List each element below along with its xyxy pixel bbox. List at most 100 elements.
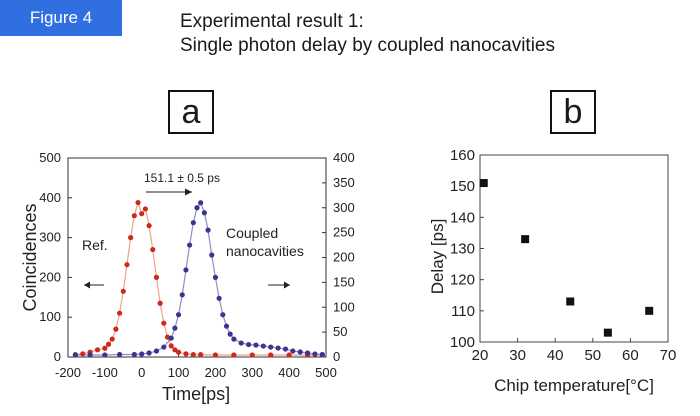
series-coupled-point [227, 331, 233, 337]
series-ref-point [102, 345, 108, 351]
series-delay-point [645, 306, 654, 315]
series-ref-point [157, 300, 163, 306]
plot-a-xtick-label: 500 [315, 365, 337, 380]
plot-a-y2tick-label: 200 [333, 250, 355, 265]
figure-label: Figure 4 [0, 0, 122, 36]
series-coupled-point [175, 312, 182, 318]
series-coupled-point [253, 342, 259, 348]
series-ref-point [183, 351, 189, 357]
plot-a-xtick-label: -200 [55, 365, 81, 380]
series-coupled-point [297, 349, 303, 355]
series-coupled-point [268, 344, 274, 350]
series-coupled-point [231, 336, 237, 342]
series-ref-point [139, 211, 145, 217]
series-ref-point [124, 262, 130, 268]
series-delay-point [521, 235, 530, 244]
series-coupled-point [209, 252, 215, 258]
plot-b-xtick-label: 20 [472, 347, 489, 364]
plot-b-xtick-label: 70 [660, 347, 677, 364]
title-line-1: Experimental result 1: [180, 11, 364, 32]
plot-a-y2tick-label: 0 [333, 349, 340, 364]
plot-a-y2tick-label: 150 [333, 274, 355, 289]
series-coupled-point [172, 325, 178, 331]
plot-a-ytick-label: 300 [39, 230, 61, 245]
series-coupled-point [290, 348, 296, 354]
series-coupled-point [304, 350, 311, 356]
series-delay-point [566, 297, 575, 306]
series-coupled-point [117, 351, 123, 358]
series-ref-point [172, 347, 178, 353]
series-ref-point [142, 206, 148, 212]
series-coupled-point [161, 344, 167, 350]
series-ref-point [249, 352, 255, 358]
plot-a-y2tick-label: 400 [333, 150, 355, 165]
series-ref-point [168, 343, 174, 349]
series-coupled-point [260, 343, 266, 349]
plot-b-ytick-label: 100 [450, 334, 475, 351]
series-coupled-point [198, 200, 204, 206]
series-coupled-point [212, 274, 219, 280]
annotation-ref-arrowhead [84, 281, 90, 289]
series-ref-point [212, 352, 219, 358]
plot-a-xtick-label: 300 [241, 365, 263, 380]
series-ref-point [117, 310, 123, 316]
series-coupled-point [131, 351, 137, 358]
series-ref-point [161, 320, 167, 326]
plot-b-ylabel: Delay [ps] [428, 219, 447, 295]
plot-a-xtick-label: 0 [138, 365, 145, 380]
series-ref-point [231, 352, 237, 358]
plot-b-xlabel: Chip temperature[°C] [494, 376, 654, 395]
series-ref-point [198, 352, 204, 358]
series-coupled-point [238, 340, 244, 346]
series-ref-point [150, 246, 156, 253]
plot-a-xtick-label: -100 [92, 365, 118, 380]
plot-a-y2tick-label: 350 [333, 175, 355, 190]
plot-a-y2tick-label: 300 [333, 200, 355, 215]
series-ref-point [286, 352, 292, 358]
panel-label-a: a [168, 90, 214, 134]
series-coupled-point [220, 312, 226, 318]
panel-label-b: b [550, 90, 596, 134]
series-coupled-point [201, 210, 207, 216]
series-coupled-point [168, 335, 174, 341]
series-coupled-point [282, 346, 289, 352]
annotation-delay: 151.1 ± 0.5 ps [144, 171, 220, 185]
annotation-coupled-1: Coupled [226, 225, 278, 241]
series-coupled-point [183, 267, 189, 273]
plot-b-xtick-label: 60 [622, 347, 639, 364]
plot-b-frame [479, 154, 669, 343]
figure-title: Experimental result 1: Single photon del… [180, 10, 555, 58]
plot-b-xtick-label: 40 [547, 347, 564, 364]
series-coupled-point [139, 351, 145, 357]
series-delay-point [603, 328, 612, 337]
annotation-coupled-2: nanocavities [226, 243, 304, 259]
series-ref-point [175, 349, 182, 355]
plot-a-xtick-label: 200 [205, 365, 227, 380]
plot-a-ytick-label: 0 [54, 349, 61, 364]
series-ref-point [190, 352, 196, 358]
series-coupled-point [72, 352, 78, 358]
series-coupled-point [246, 341, 252, 348]
plot-a-ylabel: Coincidences [20, 203, 40, 311]
title-line-2: Single photon delay by coupled nanocavit… [180, 35, 555, 56]
series-ref-point [80, 351, 86, 357]
series-coupled-point [187, 242, 193, 248]
plot-b-ytick-label: 140 [450, 209, 475, 226]
series-coupled-point [153, 348, 160, 354]
series-coupled-point [275, 345, 281, 351]
series-ref-point [146, 223, 152, 229]
series-coupled-point [319, 351, 325, 358]
annotation-coupled-arrowhead [284, 281, 290, 289]
series-ref-point [120, 288, 126, 294]
plot-b-ytick-label: 130 [450, 241, 475, 258]
series-ref-point [105, 341, 112, 347]
series-coupled-point [194, 205, 200, 211]
plot-a-ytick-label: 500 [39, 150, 61, 165]
series-coupled-point [216, 295, 222, 301]
series-ref-point [131, 213, 137, 219]
plot-b-ytick-label: 120 [450, 272, 475, 289]
series-coupled-point [190, 220, 196, 226]
series-coupled-point [223, 323, 230, 329]
series-ref-point [128, 235, 134, 241]
